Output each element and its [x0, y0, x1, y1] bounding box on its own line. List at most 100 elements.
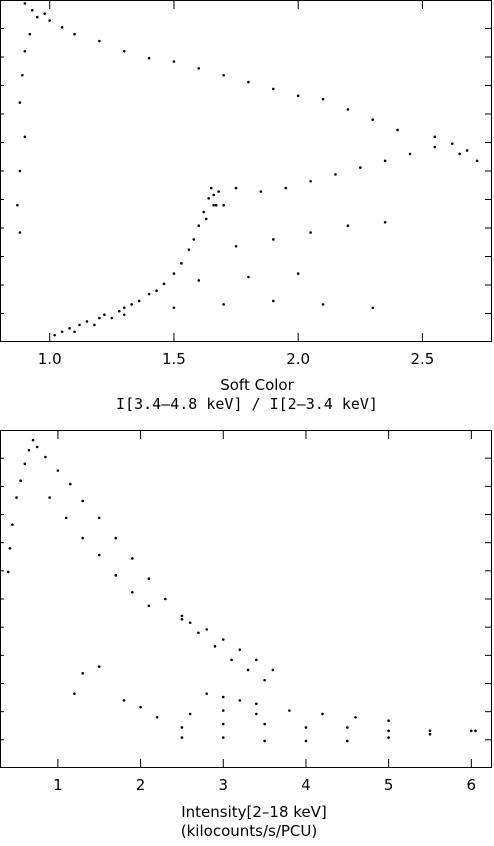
data-point: [263, 722, 266, 726]
data-point: [221, 736, 225, 739]
data-point: [221, 638, 225, 641]
data-point: [122, 50, 126, 53]
data-point: [180, 614, 184, 618]
data-point: [238, 699, 242, 702]
data-point: [246, 668, 250, 672]
data-point: [387, 719, 390, 722]
data-point: [450, 142, 454, 145]
data-point: [212, 203, 215, 207]
soft-color-panel: 1.0 1.5 2.0 2.5: [0, 0, 492, 368]
data-point: [11, 523, 14, 526]
data-point: [234, 244, 238, 248]
data-point: [230, 658, 233, 662]
x-tick-label: 1.0: [38, 350, 62, 368]
data-point: [180, 736, 184, 739]
plot-frame: [0, 0, 492, 342]
data-point: [28, 32, 32, 36]
data-point: [458, 152, 461, 156]
data-point: [130, 303, 133, 306]
data-point: [354, 716, 357, 719]
data-point: [204, 217, 208, 221]
data-point: [255, 702, 258, 706]
data-point: [64, 516, 68, 520]
data-point: [60, 26, 64, 29]
data-point: [56, 469, 60, 472]
data-point: [97, 516, 101, 520]
data-point: [214, 203, 218, 207]
data-point: [387, 729, 390, 733]
data-point: [122, 699, 126, 702]
data-point: [321, 712, 324, 716]
data-point: [296, 272, 300, 275]
data-point: [221, 722, 225, 726]
data-point: [359, 166, 362, 169]
data-point: [304, 739, 308, 743]
data-point: [221, 695, 225, 699]
data-point: [43, 12, 47, 15]
data-point: [68, 482, 72, 486]
data-point: [147, 56, 151, 60]
data-point: [197, 631, 200, 635]
data-point: [345, 739, 349, 743]
data-point: [238, 648, 242, 651]
x-tick-label: 1.5: [162, 350, 186, 368]
data-point: [296, 94, 300, 98]
data-point: [93, 323, 96, 327]
data-point: [346, 224, 350, 228]
x-tick-label: 2.0: [286, 350, 310, 368]
x-tick-label: 2: [136, 776, 146, 794]
data-point: [18, 169, 22, 173]
data-point: [21, 73, 24, 77]
data-point: [234, 186, 238, 190]
data-point: [155, 289, 158, 293]
data-point: [383, 221, 387, 224]
data-point: [97, 665, 101, 668]
data-point: [433, 135, 437, 139]
data-point: [247, 80, 250, 84]
data-point: [114, 536, 118, 540]
data-point: [137, 299, 141, 303]
data-point: [321, 303, 325, 306]
data-point: [202, 210, 206, 214]
data-point: [209, 186, 213, 190]
data-point: [188, 621, 192, 624]
data-point: [284, 186, 288, 190]
data-point: [122, 313, 126, 316]
data-point: [222, 203, 225, 207]
data-point: [18, 101, 22, 104]
x-tick-label: 2.5: [410, 350, 434, 368]
data-point: [263, 678, 266, 682]
data-point: [73, 692, 76, 695]
data-point: [98, 39, 101, 43]
data-point: [78, 323, 81, 327]
top-xlabel-2: I[3.4–4.8 keV] / I[2–3.4 keV]: [116, 395, 378, 413]
data-point: [288, 709, 291, 712]
data-point: [192, 238, 196, 241]
data-point: [53, 333, 56, 337]
data-point: [73, 330, 76, 334]
data-point: [48, 496, 51, 499]
data-point: [255, 658, 258, 662]
data-point: [345, 726, 349, 729]
data-point: [81, 499, 84, 503]
data-point: [408, 152, 412, 156]
data-point: [19, 479, 22, 483]
data-point: [147, 577, 151, 581]
data-point: [23, 50, 27, 53]
data-point: [272, 299, 275, 303]
data-point: [23, 462, 27, 466]
data-point: [172, 60, 176, 63]
data-point: [48, 19, 51, 22]
data-point: [131, 590, 134, 594]
data-point: [16, 203, 19, 207]
data-point: [304, 726, 308, 729]
data-point: [205, 628, 209, 631]
data-point: [110, 316, 114, 320]
data-point: [474, 729, 477, 733]
data-point: [247, 275, 250, 279]
data-point: [470, 729, 473, 733]
data-point: [222, 303, 225, 306]
data-point: [162, 282, 166, 286]
data-point: [428, 732, 432, 736]
data-point: [433, 145, 437, 149]
